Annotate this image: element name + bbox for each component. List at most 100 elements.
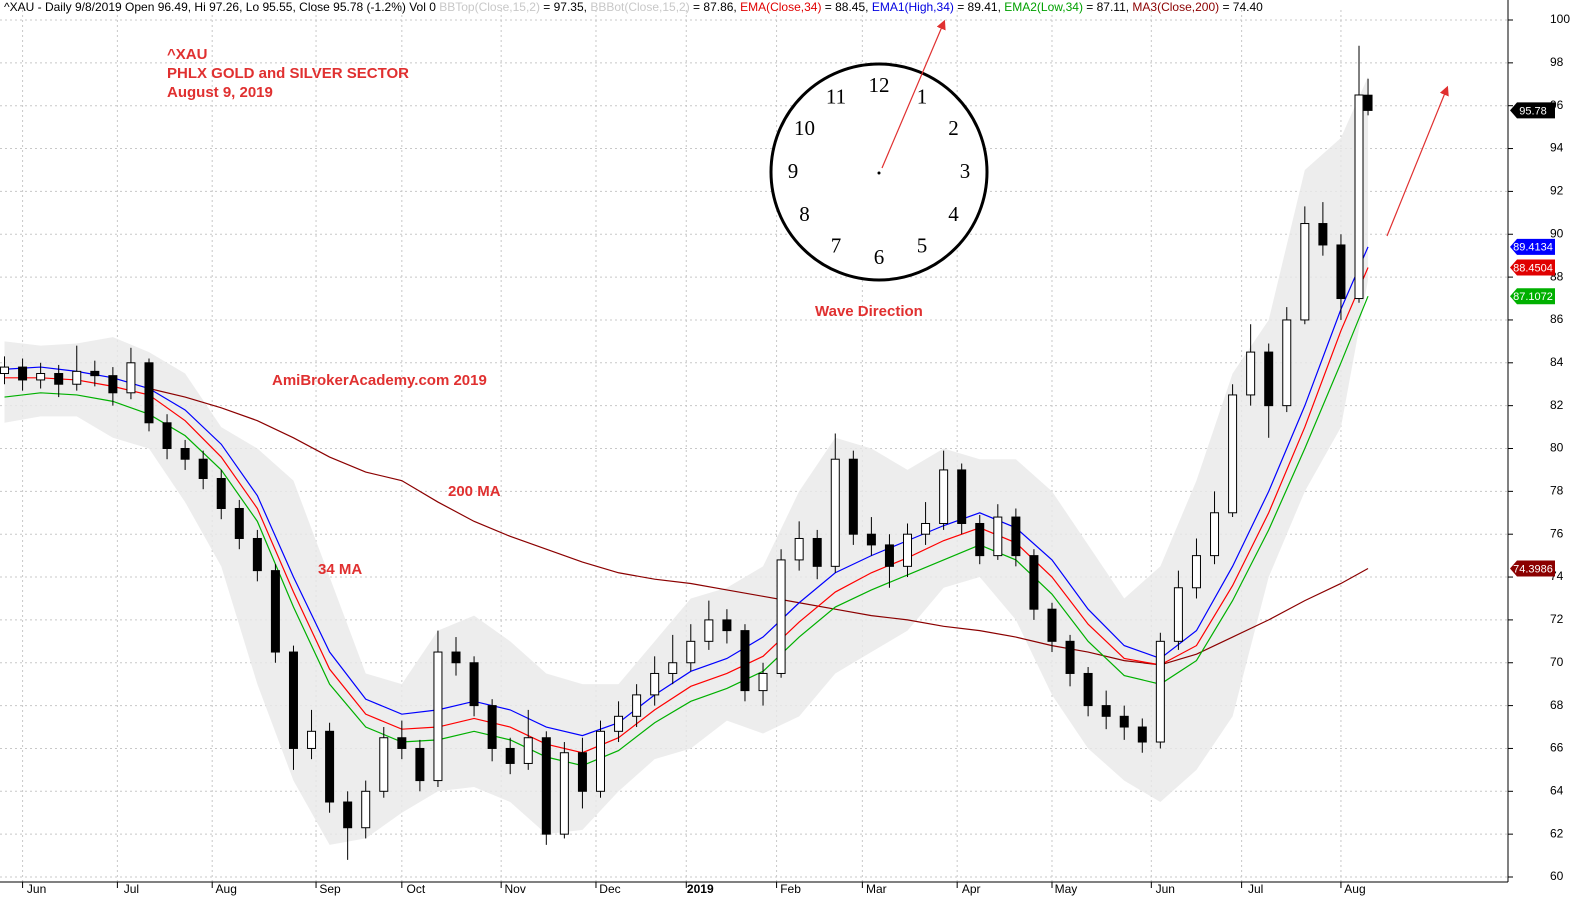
arrow (1386, 85, 1449, 237)
clock-numeral: 3 (960, 159, 971, 183)
x-tick-label: May (1055, 882, 1078, 896)
candle-body (776, 559, 786, 674)
candle-body (1264, 351, 1274, 407)
title-line: ^XAU (167, 46, 207, 63)
candle-body (1318, 223, 1328, 246)
price-tag (1510, 288, 1555, 305)
x-tick-label: Oct (406, 882, 425, 896)
indicator-line (4, 295, 1369, 767)
candle-body (234, 507, 244, 539)
x-tick-label: 2019 (687, 882, 714, 896)
candle-body (252, 537, 262, 572)
x-tick-label: Jun (27, 882, 46, 896)
candle-body (1029, 555, 1039, 610)
y-tick-label: 60 (1550, 869, 1564, 883)
candle-body (975, 522, 985, 557)
candle-body (433, 651, 443, 782)
y-tick-label: 98 (1550, 55, 1564, 69)
header-part: = 89.41, (954, 0, 1004, 14)
candle-body (866, 533, 876, 546)
candle-body (379, 737, 389, 792)
clock-numeral: 7 (831, 233, 842, 257)
candle-body (1246, 351, 1256, 396)
candle-body (523, 737, 533, 764)
candle-body (541, 737, 551, 835)
candle-body (1119, 715, 1129, 728)
y-tick-label: 86 (1550, 312, 1564, 326)
annotation: AmiBrokerAcademy.com 2019 (272, 372, 487, 389)
candle-body (632, 694, 642, 717)
candle-body (758, 672, 768, 692)
header-part: = 74.40 (1219, 0, 1263, 14)
candle-body (108, 375, 118, 394)
candle-body (903, 533, 913, 567)
price-tag (1510, 102, 1555, 119)
y-tick-label: 92 (1550, 184, 1564, 198)
y-tick-label: 90 (1550, 226, 1564, 240)
candle-body (451, 651, 461, 664)
candle-body (577, 752, 587, 792)
price-tag-label: 87.1072 (1513, 291, 1553, 303)
y-tick-label: 80 (1550, 441, 1564, 455)
clock-numeral: 5 (917, 233, 928, 257)
header-part: = 88.45, (821, 0, 871, 14)
candle-layer (0, 45, 1373, 860)
y-tick-label: 72 (1550, 612, 1564, 626)
candle-body (126, 362, 136, 394)
clock-numeral: 12 (869, 73, 890, 97)
bollinger-band (4, 76, 1369, 845)
y-tick-label: 70 (1550, 655, 1564, 669)
arrow (881, 19, 946, 169)
candle-body (36, 373, 46, 381)
x-tick-label: Nov (504, 882, 525, 896)
axis-layer: 6062646668707274767880828486889092949698… (0, 0, 1570, 896)
candle-body (1137, 726, 1147, 743)
candle-body (180, 448, 190, 460)
candle-body (325, 730, 335, 803)
candle-body (812, 537, 822, 567)
candle-body (1354, 94, 1364, 300)
x-tick-label: Jul (124, 882, 139, 896)
price-tag-label: 89.4134 (1513, 242, 1553, 254)
header-part: = 87.86, (690, 0, 740, 14)
candle-body (270, 570, 280, 653)
candle-body (614, 715, 624, 732)
price-tag-label: 74.3986 (1513, 563, 1553, 575)
candle-body (1336, 244, 1346, 300)
candle-body (487, 705, 497, 749)
candle-body (704, 619, 714, 642)
candle-body (957, 469, 967, 524)
candle-body (1300, 223, 1310, 321)
candle-body (1228, 394, 1238, 514)
y-tick-label: 84 (1550, 355, 1564, 369)
price-tag (1510, 238, 1555, 255)
annotation: 34 MA (318, 561, 362, 578)
y-tick-label: 82 (1550, 398, 1564, 412)
candle-body (830, 458, 840, 567)
title-line: PHLX GOLD and SILVER SECTOR (167, 65, 409, 82)
y-tick-label: 68 (1550, 698, 1564, 712)
candle-body (18, 366, 28, 381)
indicator-line (4, 267, 1369, 754)
header-part: MA3(Close,200) (1132, 0, 1219, 14)
candle-body (505, 747, 515, 764)
x-tick-label: Jun (1156, 882, 1175, 896)
y-tick-label: 100 (1550, 12, 1570, 26)
x-tick-label: Feb (780, 882, 801, 896)
candle-body (1083, 672, 1093, 707)
candle-body (1101, 705, 1111, 717)
x-tick-label: Jul (1248, 882, 1263, 896)
x-tick-label: Mar (866, 882, 887, 896)
candle-body (216, 477, 226, 509)
clock-numeral: 6 (874, 245, 885, 269)
annotation: 200 MA (448, 483, 501, 500)
candle-body (361, 790, 371, 829)
candle-body (469, 662, 479, 707)
indicator-line (148, 387, 1369, 666)
candle-body (288, 651, 298, 749)
header-part: BBTop(Close,15,2) (439, 0, 540, 14)
annotation: Wave Direction (815, 303, 923, 320)
candle-body (668, 662, 678, 674)
